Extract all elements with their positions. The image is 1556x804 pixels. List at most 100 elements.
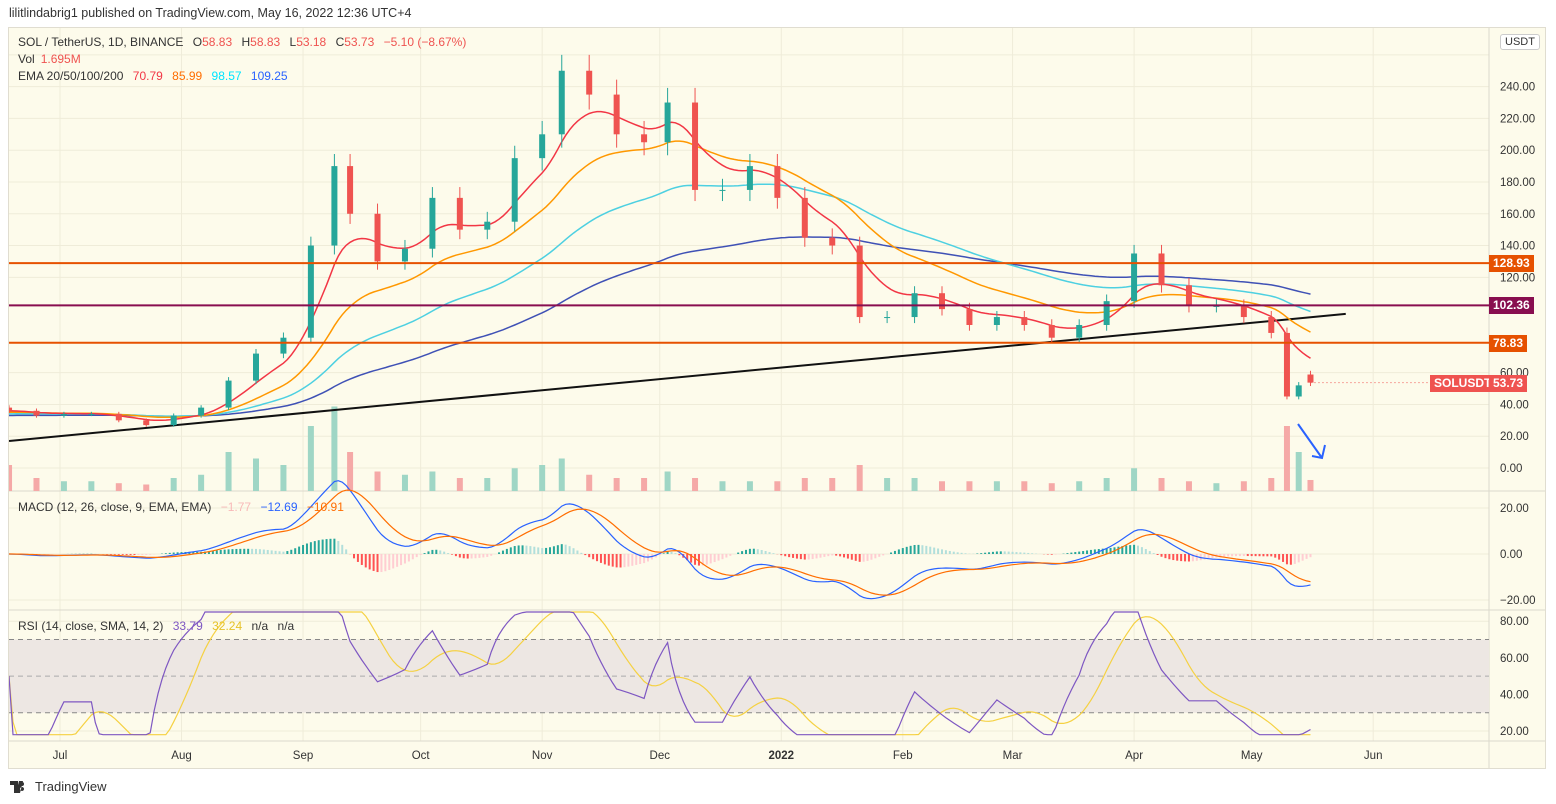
macd-hist-bar: [474, 554, 477, 559]
macd-hist-bar: [1262, 554, 1265, 557]
tradingview-icon: [10, 780, 25, 793]
macd-hist-bar: [572, 548, 575, 554]
macd-hist-bar: [1235, 554, 1237, 557]
macd-hist-bar: [870, 554, 873, 560]
macd-hist-bar: [784, 554, 787, 557]
volume-bar: [719, 481, 726, 491]
macd-hist-bar: [584, 554, 587, 556]
candle-body: [33, 410, 40, 416]
macd-legend: MACD (12, 26, close, 9, EMA, EMA) −1.77 …: [18, 500, 350, 514]
macd-hist-bar: [909, 545, 912, 554]
candle-body: [1307, 374, 1314, 383]
macd-hist-bar: [552, 546, 555, 554]
macd-hist-bar: [1301, 554, 1304, 561]
x-tick-label: 2022: [768, 750, 794, 762]
macd-hist-bar: [858, 554, 861, 562]
rsi-na-2: n/a: [277, 619, 295, 633]
vol-label[interactable]: Vol: [18, 52, 35, 66]
macd-hist-bar: [176, 552, 179, 554]
macd-hist-bar: [407, 554, 410, 562]
macd-hist-bar: [400, 554, 403, 566]
macd-hist-bar: [164, 553, 167, 554]
macd-hist-bar: [168, 552, 171, 554]
macd-hist-bar: [1168, 554, 1171, 560]
macd-hist-bar: [1211, 554, 1214, 559]
macd-hist-bar: [219, 549, 222, 554]
macd-hist-bar: [333, 538, 336, 554]
macd-hist-bar: [670, 551, 673, 554]
volume-bar: [1283, 426, 1290, 491]
candle-body: [939, 293, 945, 310]
macd-tick-label: 0.00: [1500, 549, 1522, 561]
macd-hist-bar: [913, 545, 916, 554]
macd-hist-bar: [215, 550, 218, 554]
currency-button[interactable]: USDT: [1500, 34, 1540, 50]
volume-bar: [664, 471, 671, 491]
macd-hist-bar: [1254, 554, 1257, 557]
macd-hist-bar: [117, 554, 120, 555]
macd-hist-bar: [764, 551, 767, 554]
macd-hist-bar: [599, 554, 602, 563]
macd-hist-bar: [843, 554, 845, 558]
symbol-title[interactable]: SOL / TetherUS, 1D, BINANCE: [18, 35, 184, 49]
price-tick-label: 20.00: [1500, 431, 1529, 443]
price-tick-label: 0.00: [1500, 463, 1522, 475]
x-tick-label: Dec: [650, 750, 671, 762]
level-badge-3: 78.83: [1489, 335, 1528, 352]
rsi-tick-label: 20.00: [1500, 726, 1529, 738]
tradingview-logo[interactable]: TradingView: [10, 779, 107, 794]
rsi-label[interactable]: RSI (14, close, SMA, 14, 2): [18, 619, 164, 633]
macd-hist-bar: [251, 548, 254, 554]
macd-hist-bar: [145, 554, 148, 555]
macd-hist-bar: [482, 554, 485, 558]
candle-body: [253, 353, 259, 381]
x-tick-label: Jun: [1364, 750, 1383, 762]
high-value: 58.83: [250, 35, 281, 49]
macd-hist-bar: [247, 548, 250, 554]
ema-label[interactable]: EMA 20/50/100/200: [18, 69, 124, 83]
candle-body: [884, 317, 891, 319]
rsi-na-1: n/a: [251, 619, 269, 633]
macd-hist-bar: [470, 554, 473, 559]
macd-label[interactable]: MACD (12, 26, close, 9, EMA, EMA): [18, 500, 212, 514]
candle-body: [641, 134, 648, 143]
macd-hist-bar: [921, 545, 924, 554]
macd-hist-bar: [113, 554, 116, 555]
macd-hist-bar: [353, 554, 355, 559]
macd-hist-bar: [988, 552, 991, 554]
macd-hist-bar: [1137, 545, 1139, 554]
candle-body: [664, 102, 671, 143]
level-badge-1: 128.93: [1489, 255, 1534, 272]
volume-bar: [1307, 479, 1314, 491]
macd-hist-bar: [529, 546, 532, 554]
macd-hist-bar: [501, 550, 504, 554]
macd-hist-bar: [509, 547, 512, 554]
macd-hist-bar: [1176, 554, 1179, 561]
macd-hist-bar: [701, 554, 704, 566]
macd-hist-bar: [235, 548, 238, 554]
volume-bar: [1158, 478, 1165, 491]
candle-body: [170, 415, 177, 426]
candle-body: [1021, 317, 1028, 325]
macd-hist-bar: [729, 554, 732, 556]
macd-hist-bar: [1117, 546, 1120, 554]
price-tick-label: 120.00: [1500, 272, 1535, 284]
macd-hist-bar: [1054, 554, 1057, 555]
volume-bar: [198, 474, 205, 491]
volume-bar: [1131, 468, 1138, 491]
candle-body: [60, 413, 67, 416]
macd-hist-bar: [1007, 551, 1010, 554]
macd-hist-bar: [635, 554, 638, 565]
candle-body: [993, 317, 1000, 325]
candle-body: [558, 70, 565, 135]
macd-hist-bar: [748, 548, 751, 554]
macd-hist-bar: [423, 553, 426, 554]
macd-hist-bar: [893, 550, 896, 554]
macd-hist-bar: [1011, 551, 1014, 554]
candle-body: [429, 197, 436, 249]
macd-hist-bar: [180, 552, 183, 554]
macd-hist-bar: [1266, 554, 1269, 557]
volume-bar: [911, 478, 918, 491]
macd-hist-bar: [384, 554, 387, 572]
